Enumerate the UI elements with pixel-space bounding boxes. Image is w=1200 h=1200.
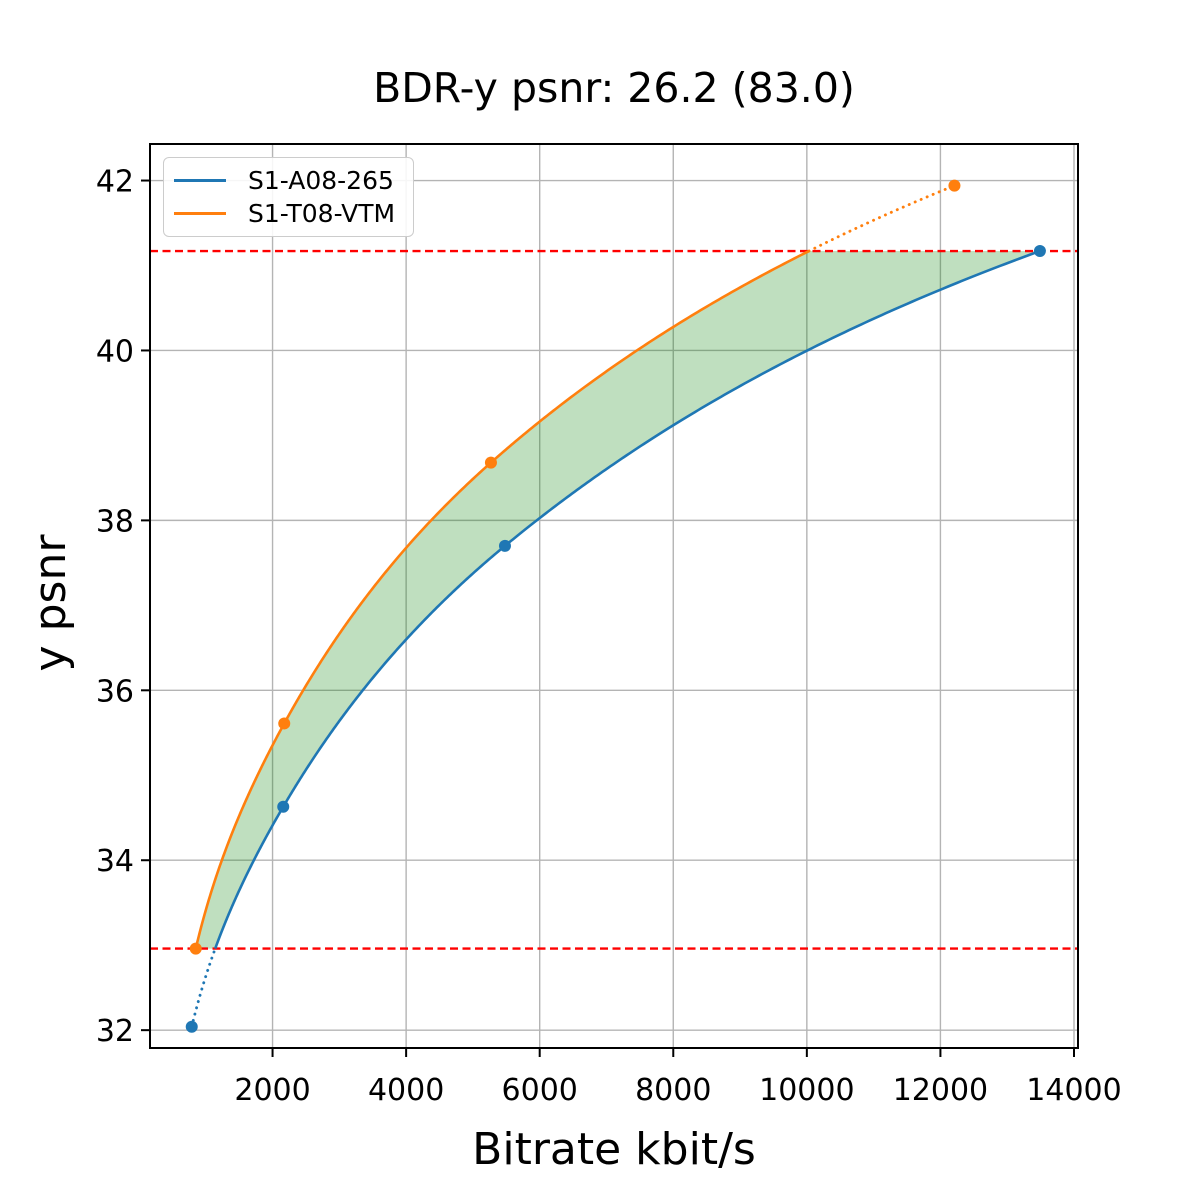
x-tick-label: 14000 <box>1026 1073 1121 1108</box>
x-axis-label: Bitrate kbit/s <box>472 1124 756 1175</box>
legend: S1-A08-265 S1-T08-VTM <box>163 157 415 237</box>
y-tick-label: 40 <box>96 334 134 369</box>
y-tick-label: 38 <box>96 504 134 539</box>
x-tick-label: 6000 <box>502 1073 578 1108</box>
x-tick-label: 4000 <box>368 1073 444 1108</box>
plot-frame <box>149 143 1079 1049</box>
y-tick-label: 42 <box>96 165 134 200</box>
legend-label-series-1: S1-T08-VTM <box>248 199 396 228</box>
x-tick-label: 8000 <box>635 1073 711 1108</box>
curve-solid-S1-T08-VTM <box>194 249 810 949</box>
y-tick-label: 34 <box>96 844 134 879</box>
legend-item-series-1: S1-T08-VTM <box>174 197 395 230</box>
legend-item-series-0: S1-A08-265 <box>174 164 395 197</box>
y-tick-label: 32 <box>96 1014 134 1049</box>
y-axis-label: y psnr <box>25 534 76 672</box>
x-tick-label: 2000 <box>234 1073 310 1108</box>
bd-rate-fill-region <box>195 251 1040 949</box>
legend-line-sample-series-0 <box>174 179 226 182</box>
legend-line-sample-series-1 <box>174 212 226 215</box>
x-tick-label: 12000 <box>893 1073 988 1108</box>
grid <box>150 144 1078 1048</box>
x-tick-label: 10000 <box>759 1073 854 1108</box>
legend-label-series-0: S1-A08-265 <box>248 166 394 195</box>
chart-title: BDR-y psnr: 26.2 (83.0) <box>373 64 855 112</box>
curve-dotted-S1-A08-265 <box>190 947 217 1029</box>
curve-solid-S1-A08-265 <box>213 249 1041 950</box>
curve-dotted-S1-T08-VTM <box>807 184 956 253</box>
y-tick-label: 36 <box>96 674 134 709</box>
markers-S1-A08-265 <box>185 245 1046 1033</box>
markers-S1-T08-VTM <box>189 179 961 955</box>
tick-marks <box>141 179 1075 1057</box>
